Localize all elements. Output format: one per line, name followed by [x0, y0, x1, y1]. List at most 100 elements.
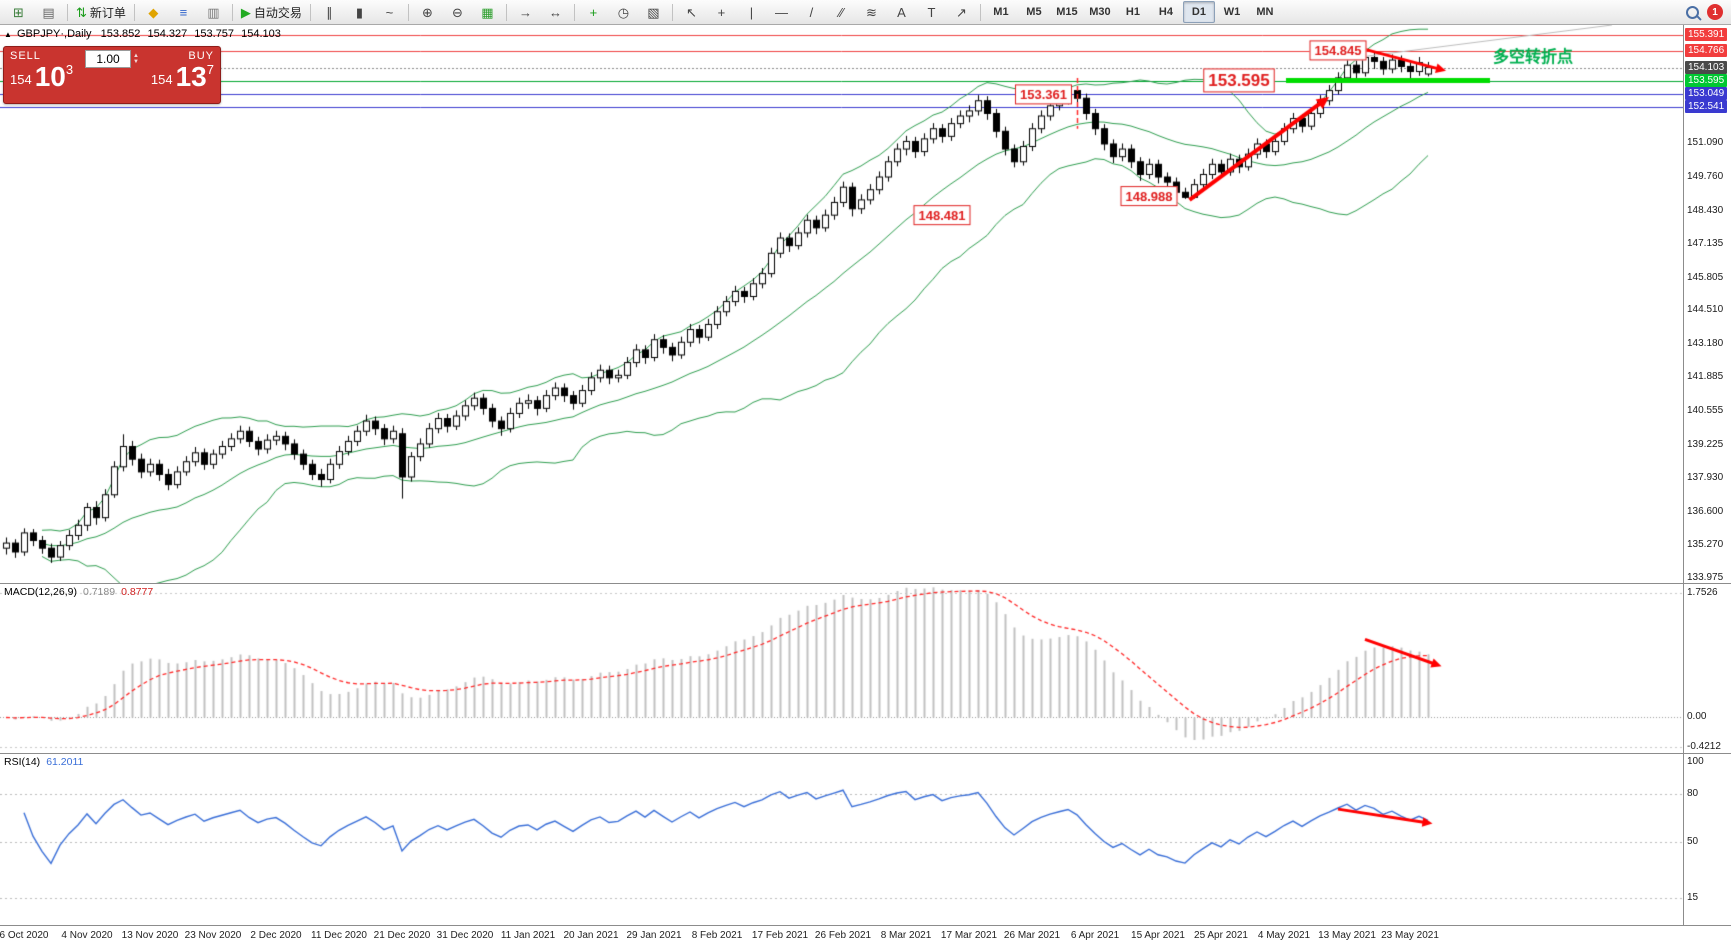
rsi-axis-label: 100: [1687, 756, 1704, 767]
buy-label: BUY: [188, 50, 214, 62]
macd-canvas[interactable]: [0, 584, 1683, 753]
price-axis-label: 149.760: [1687, 171, 1724, 182]
price-axis-label: 140.555: [1687, 405, 1724, 416]
spinner-up-icon[interactable]: ▲: [133, 53, 139, 59]
symbol-marker-icon: ▲: [4, 30, 12, 39]
rsi-pane: RSI(14) 61.2011 100 80 50 15: [0, 753, 1731, 925]
fibonacci-button[interactable]: ≋: [857, 1, 886, 23]
ohlc-low: 153.757: [194, 28, 235, 40]
price-axis-label: 145.805: [1687, 272, 1724, 283]
auto-scroll-icon: →: [518, 4, 532, 20]
date-axis-label: 23 Nov 2020: [184, 930, 242, 941]
rsi-axis[interactable]: 100 80 50 15: [1683, 754, 1731, 925]
timeframe-m5[interactable]: M5: [1026, 6, 1042, 18]
candlestick-button[interactable]: ▮: [345, 1, 374, 23]
zoom-in-button[interactable]: ⊕: [413, 1, 442, 23]
navigator-button[interactable]: ▥: [199, 1, 228, 23]
sell-label: SELL: [10, 50, 41, 62]
periods-button[interactable]: ◷: [609, 1, 638, 23]
toolbar-separator: [309, 3, 311, 21]
timeframe-h4[interactable]: H4: [1158, 6, 1173, 18]
new-order-icon: ⇅: [76, 4, 87, 20]
rsi-canvas[interactable]: [0, 754, 1683, 925]
templates-button[interactable]: ▧: [639, 1, 668, 23]
volume-panel: ▲ ▼: [81, 47, 143, 103]
auto-trading-button-label: 自动交易: [253, 5, 302, 20]
macd-pane: MACD(12,26,9) 0.7189 0.8777 1.7526 0.00 -0.4…: [0, 583, 1731, 753]
timeframe-m1[interactable]: M1: [993, 6, 1009, 18]
price-axis-label: 139.225: [1687, 439, 1724, 450]
date-axis-label: 4 Nov 2020: [61, 930, 113, 941]
price-chart-canvas[interactable]: [0, 25, 1683, 583]
date-axis-label: 11 Jan 2021: [500, 930, 556, 941]
rsi-axis-label: 80: [1687, 788, 1699, 799]
fibonacci-icon: ≋: [865, 4, 877, 20]
text-icon: A: [897, 4, 906, 20]
crosshair-button[interactable]: +: [707, 1, 736, 23]
price-axis-label: 148.430: [1687, 205, 1724, 216]
buy-button[interactable]: BUY 154 13 7: [143, 47, 220, 103]
price-axis[interactable]: 155.391 154.766 154.103 153.595 153.049 152.5…: [1683, 25, 1731, 583]
toolbar-separator: [133, 3, 135, 21]
price-axis-label: 154.103: [1685, 61, 1728, 74]
toolbar-right-group: 1: [1686, 4, 1727, 20]
indicators-button[interactable]: +: [579, 1, 608, 23]
bar-chart-button[interactable]: ∥: [315, 1, 344, 23]
toolbar-separator: [407, 3, 409, 21]
zoom-out-button[interactable]: ⊖: [443, 1, 472, 23]
rsi-axis-label: 15: [1687, 892, 1699, 903]
arrows-button[interactable]: ↗: [947, 1, 976, 23]
new-chart-button[interactable]: ⊞: [4, 1, 33, 23]
new-order-button[interactable]: ⇅ 新订单: [72, 1, 130, 23]
chart-shift-button[interactable]: ↔: [541, 1, 570, 23]
ohlc-close: 154.103: [241, 28, 281, 40]
timeframe-w1[interactable]: W1: [1223, 6, 1241, 18]
timeframe-d1[interactable]: D1: [1182, 1, 1215, 23]
auto-scroll-button[interactable]: →: [511, 1, 540, 23]
date-axis-label: 21 Dec 2020: [373, 930, 431, 941]
toolbar-separator: [671, 3, 673, 21]
market-watch-icon: ≡: [179, 4, 188, 20]
spinner-down-icon[interactable]: ▼: [133, 59, 139, 65]
crosshair-icon: +: [717, 4, 726, 20]
timeframe-mn[interactable]: MN: [1256, 6, 1274, 18]
timeframe-h1[interactable]: H1: [1125, 6, 1140, 18]
text-button[interactable]: A: [887, 1, 916, 23]
buy-price: 154 13 7: [150, 61, 214, 92]
rsi-label: RSI(14) 61.2011: [4, 756, 84, 768]
timeframe-m30[interactable]: M30: [1089, 6, 1111, 18]
tile-windows-button[interactable]: ▦: [473, 1, 502, 23]
date-axis-label: 26 Feb 2021: [814, 930, 872, 941]
line-chart-button[interactable]: ~: [375, 1, 404, 23]
volume-input[interactable]: [85, 50, 132, 68]
horizontal-line-button[interactable]: —: [767, 1, 796, 23]
market-watch-button[interactable]: ≡: [169, 1, 198, 23]
channel-button[interactable]: ⁄⁄: [827, 1, 856, 23]
cursor-button[interactable]: ↖: [677, 1, 706, 23]
sell-button[interactable]: SELL 154 10 3: [4, 47, 81, 103]
timeframe-m15[interactable]: M15: [1056, 6, 1078, 18]
macd-axis-label: 0.00: [1687, 711, 1707, 722]
ohlc-open: 153.852: [100, 28, 141, 40]
new-order-button-label: 新订单: [89, 5, 126, 20]
notification-badge[interactable]: 1: [1707, 4, 1723, 20]
profiles-button[interactable]: ▤: [34, 1, 63, 23]
label-icon: T: [927, 4, 936, 20]
chart-title: ▲ GBPJPY·,Daily 153.852 154.327 153.757 …: [4, 28, 285, 40]
auto-trading-button[interactable]: ▶ 自动交易: [237, 1, 306, 23]
date-axis-label: 15 Apr 2021: [1131, 930, 1185, 941]
macd-axis-label: 1.7526: [1687, 587, 1718, 598]
date-axis[interactable]: 6 Oct 2020 4 Nov 2020 13 Nov 2020 23 Nov 20…: [0, 925, 1731, 947]
trendline-button[interactable]: /: [797, 1, 826, 23]
metaeditor-button[interactable]: ◆: [139, 1, 168, 23]
label-button[interactable]: T: [917, 1, 946, 23]
price-axis-label: 155.391: [1685, 28, 1728, 41]
search-icon[interactable]: [1686, 5, 1699, 19]
metaeditor-icon: ◆: [148, 4, 159, 20]
macd-axis[interactable]: 1.7526 0.00 -0.4212: [1683, 584, 1731, 753]
vertical-line-button[interactable]: |: [737, 1, 766, 23]
volume-spinner[interactable]: ▲ ▼: [133, 53, 139, 65]
navigator-icon: ▥: [207, 4, 220, 20]
date-axis-label: 4 May 2021: [1257, 930, 1311, 941]
price-axis-label: 147.135: [1687, 238, 1724, 249]
